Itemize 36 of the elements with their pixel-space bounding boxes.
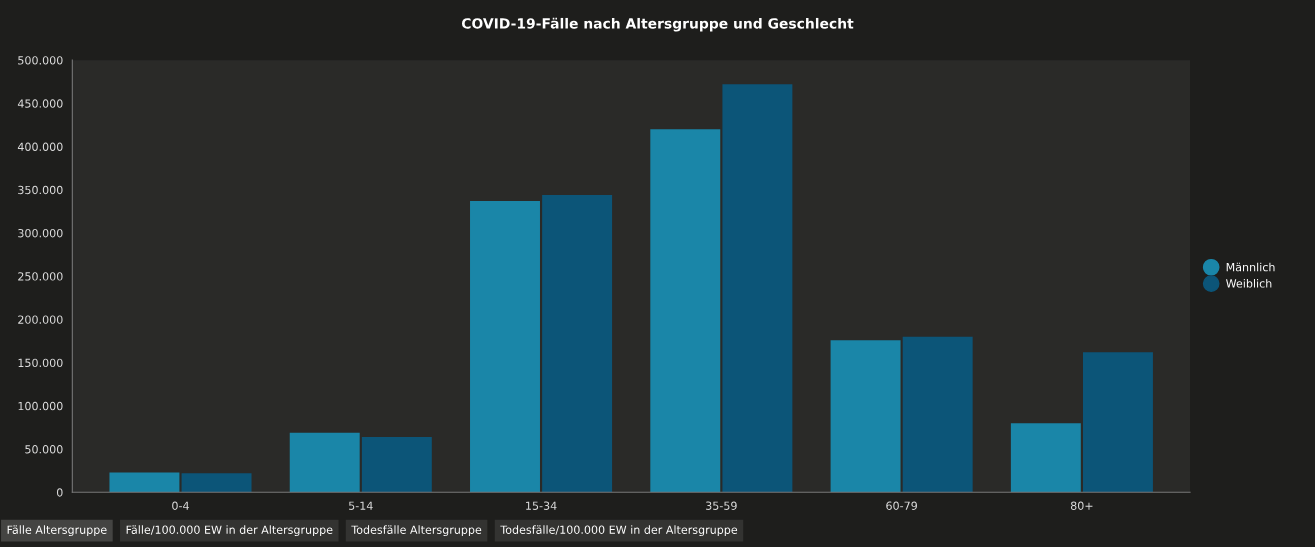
text: Fälle Altersgruppe xyxy=(7,525,107,537)
bar xyxy=(542,194,613,493)
y-tick-label: 500.000 xyxy=(18,56,63,65)
y-tick-label: 400.000 xyxy=(17,142,63,151)
legend-label: Weiblich xyxy=(1226,279,1272,288)
y-tick-label: 200.000 xyxy=(18,315,63,324)
bar xyxy=(289,432,360,493)
bar xyxy=(109,472,180,493)
legend-label: Männlich xyxy=(1226,262,1275,272)
y-tick-label: 100.000 xyxy=(18,401,63,411)
bar xyxy=(722,84,793,493)
x-tick-label: 15-34 xyxy=(526,501,557,510)
y-tick-label: 50.000 xyxy=(25,445,63,454)
y-tick-label: 300.000 xyxy=(18,229,63,238)
chart-title: COVID-19-Fälle nach Altersgruppe und Geschlecht xyxy=(461,17,854,32)
bar xyxy=(181,473,252,493)
bar xyxy=(902,336,973,493)
bar xyxy=(1082,352,1153,493)
y-tick-label: 0 xyxy=(56,488,63,497)
x-tick-label: 35-59 xyxy=(706,501,737,510)
y-tick-label: 250.000 xyxy=(18,272,63,281)
y-tick-label: 150.000 xyxy=(18,358,63,368)
y-tick-label: 350.000 xyxy=(18,185,63,195)
bar xyxy=(470,201,540,493)
x-tick-label: 80+ xyxy=(1070,501,1093,510)
bar xyxy=(830,340,901,493)
bar xyxy=(650,129,721,493)
x-tick-label: 5-14 xyxy=(349,501,373,510)
text: Todesfälle/100.000 EW in der Altersgruppe xyxy=(500,525,738,537)
y-tick-label: 450.000 xyxy=(17,99,63,108)
bar xyxy=(1010,423,1081,493)
bar xyxy=(361,436,432,493)
x-tick-label: 60-79 xyxy=(886,501,917,510)
text: Fälle/100.000 EW in der Altersgruppe xyxy=(126,525,333,537)
text: Todesfälle Altersgruppe xyxy=(351,525,482,537)
x-tick-label: 0-4 xyxy=(172,501,189,510)
